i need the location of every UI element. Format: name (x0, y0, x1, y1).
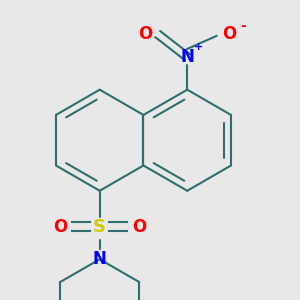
Text: +: + (194, 42, 203, 52)
Text: N: N (93, 250, 106, 268)
Text: O: O (138, 25, 153, 43)
Text: O: O (222, 25, 236, 43)
Text: S: S (93, 218, 106, 236)
Text: O: O (132, 218, 146, 236)
Text: N: N (180, 48, 194, 66)
Text: -: - (241, 19, 246, 33)
Text: O: O (53, 218, 68, 236)
